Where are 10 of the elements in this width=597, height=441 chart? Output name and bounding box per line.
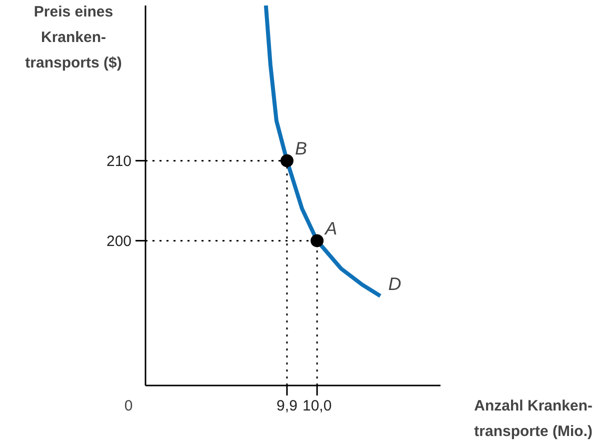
x-axis-title: Anzahl Kranken- transporte (Mio.) (474, 398, 593, 440)
y-tick-label: 210 (106, 153, 132, 170)
annotation: D (388, 274, 402, 294)
x-tick-label: 9,9 (276, 398, 298, 414)
annotation: A (324, 218, 338, 239)
annotation: B (294, 138, 307, 159)
text: 0 (124, 398, 133, 414)
y-tick-label: 200 (106, 233, 132, 250)
x-tick-label: 10,0 (302, 398, 332, 414)
y-axis-title: Preis eines Kranken- transports ($) (25, 4, 122, 72)
